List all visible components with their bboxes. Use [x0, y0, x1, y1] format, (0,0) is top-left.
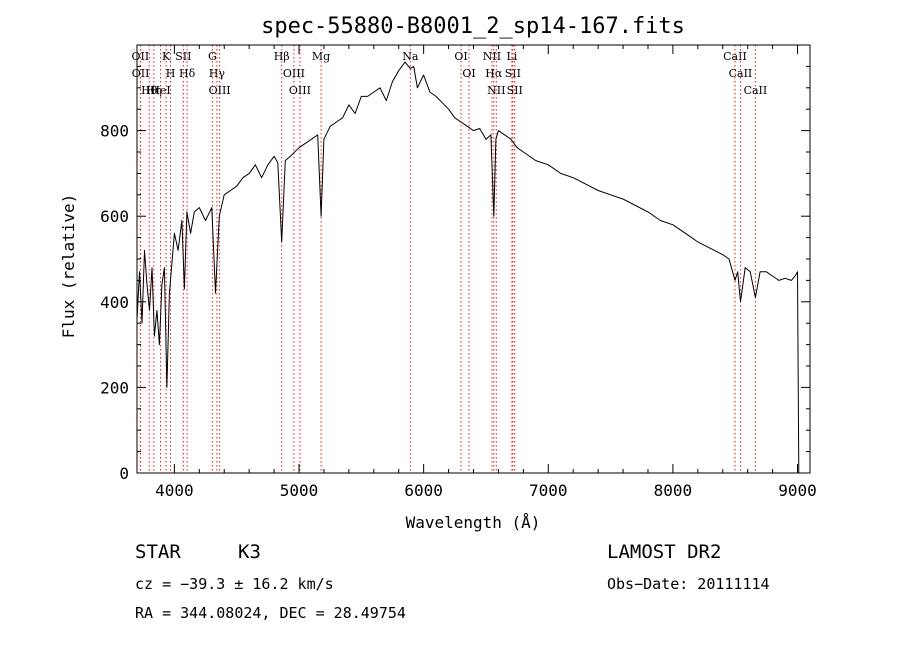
- x-axis-label: Wavelength (Å): [406, 513, 541, 532]
- line-label-21: NII: [487, 84, 505, 97]
- line-label-8: Hδ: [179, 67, 196, 80]
- x-tick-label-4: 8000: [654, 481, 693, 500]
- redshift-cz: cz = −39.3 ± 16.2 km/s: [135, 575, 334, 593]
- line-label-11: OIII: [209, 84, 231, 97]
- line-label-25: CaII: [723, 50, 747, 63]
- line-label-23: SII: [505, 67, 521, 80]
- line-label-13: OIII: [283, 67, 305, 80]
- line-label-26: CaII: [729, 67, 753, 80]
- plot-frame: [136, 44, 811, 474]
- x-tick-label-1: 5000: [280, 481, 319, 500]
- x-tick-label-0: 4000: [155, 481, 194, 500]
- y-tick-label-1: 200: [100, 378, 129, 397]
- line-label-22: Li: [506, 50, 517, 63]
- line-label-12: Hβ: [274, 50, 290, 63]
- x-tick-label-2: 6000: [404, 481, 443, 500]
- line-label-5: K: [162, 50, 171, 63]
- x-tick-label-5: 9000: [778, 481, 817, 500]
- y-tick-label-4: 800: [100, 122, 129, 141]
- y-tick-label-2: 400: [100, 293, 129, 312]
- x-tick-label-3: 7000: [529, 481, 568, 500]
- chart-title: spec-55880-B8001_2_sp14-167.fits: [261, 14, 685, 39]
- axis-ticks: 4000 5000 6000 7000 8000 9000 0 200 400 600 800: [100, 45, 817, 500]
- object-subclass: K3: [238, 541, 261, 563]
- survey-name: LAMOST DR2: [607, 541, 722, 563]
- line-label-1: OII: [132, 50, 150, 63]
- y-tick-label-3: 600: [100, 207, 129, 226]
- line-label-9: G: [208, 50, 217, 63]
- y-tick-label-0: 0: [119, 464, 129, 483]
- line-label-16: Na: [402, 50, 419, 63]
- line-label-4: HeI: [150, 84, 170, 97]
- line-label-18: OI: [462, 67, 475, 80]
- line-label-3: Hη: [146, 84, 162, 97]
- flux-line: [136, 61, 800, 474]
- line-label-15: Mg: [312, 50, 330, 63]
- line-label-6: H: [166, 67, 176, 80]
- flux-series: [136, 61, 800, 474]
- line-label-27: CaII: [744, 84, 768, 97]
- object-class: STAR: [135, 541, 181, 563]
- coordinates: RA = 344.08024, DEC = 28.49754: [135, 604, 406, 622]
- line-label-20: Hα: [485, 67, 503, 80]
- line-label-7: SII: [175, 50, 191, 63]
- observation-date: Obs−Date: 20111114: [607, 575, 770, 593]
- line-label-17: OI: [454, 50, 467, 63]
- line-label-24: SII: [507, 84, 523, 97]
- line-label-14: OIII: [289, 84, 311, 97]
- line-label-19: NII: [483, 50, 501, 63]
- line-label-2: OII: [132, 67, 150, 80]
- y-axis-label: Flux (relative): [59, 194, 78, 339]
- line-label-10: Hγ: [209, 67, 226, 80]
